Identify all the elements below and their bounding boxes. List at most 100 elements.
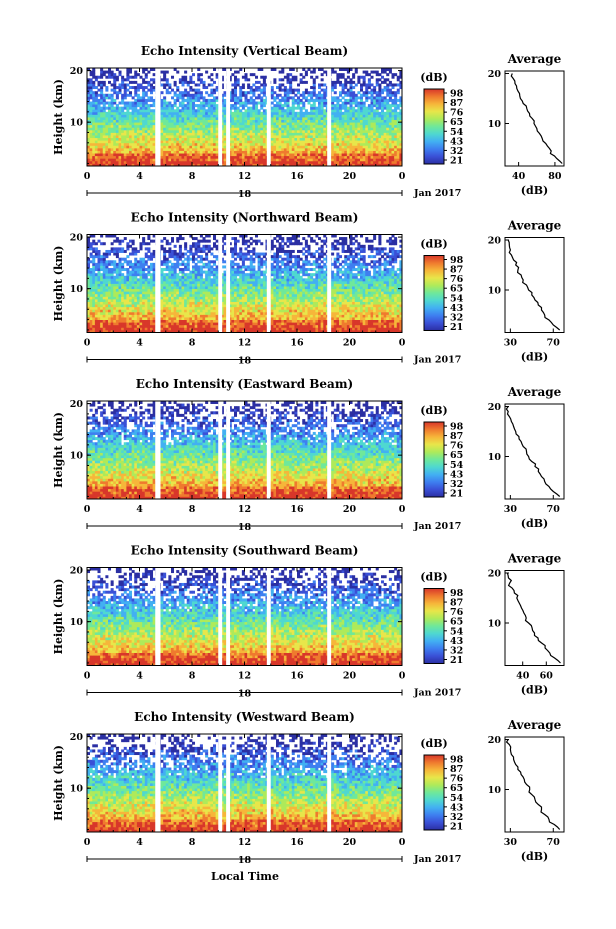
- heatmap-cell: [92, 324, 96, 328]
- heatmap-cell: [139, 137, 143, 141]
- heatmap-cell: [370, 124, 374, 128]
- heatmap-cell: [168, 117, 172, 120]
- heatmap-cell: [289, 109, 293, 113]
- heatmap-cell: [152, 150, 156, 154]
- heatmap-cell: [241, 150, 245, 154]
- heatmap-cell: [168, 163, 172, 167]
- heatmap-cell: [257, 158, 261, 162]
- heatmap-cell: [394, 137, 398, 141]
- heatmap-cell: [113, 150, 117, 154]
- heatmap-cell: [234, 98, 238, 102]
- heatmap-cell: [286, 122, 290, 126]
- heatmap-cell: [202, 324, 206, 328]
- heatmap-cell: [299, 317, 303, 321]
- heatmap-cell: [257, 319, 261, 323]
- heatmap-cell: [239, 119, 243, 123]
- heatmap-cell: [352, 317, 356, 321]
- heatmap-cell: [234, 140, 238, 144]
- heatmap-cell: [299, 106, 303, 110]
- heatmap-cell: [234, 111, 238, 115]
- heatmap-cell: [189, 101, 193, 105]
- heatmap-cell: [102, 306, 106, 310]
- heatmap-cell: [262, 314, 266, 318]
- heatmap-cell: [142, 155, 146, 159]
- heatmap-cell: [239, 86, 243, 90]
- heatmap-cell: [110, 153, 114, 157]
- heatmap-cell: [213, 101, 217, 105]
- heatmap-cell: [299, 329, 303, 333]
- heatmap-cell: [375, 73, 379, 77]
- heatmap-cell: [344, 140, 348, 144]
- heatmap-cell: [144, 309, 148, 313]
- heatmap-cell: [118, 135, 122, 139]
- heatmap-cell: [318, 119, 322, 123]
- heatmap-cell: [202, 127, 206, 131]
- heatmap-cell: [92, 137, 96, 141]
- heatmap-cell: [186, 145, 190, 149]
- heatmap-cell: [286, 96, 290, 100]
- heatmap-cell: [318, 114, 322, 118]
- heatmap-cell: [189, 140, 193, 144]
- heatmap-cell: [244, 155, 248, 159]
- heatmap-cell: [144, 163, 148, 167]
- heatmap-cell: [354, 104, 358, 108]
- heatmap-cell: [349, 145, 353, 149]
- heatmap-cell: [152, 114, 156, 118]
- heatmap-cell: [199, 147, 203, 151]
- heatmap-cell: [123, 150, 127, 154]
- heatmap-cell: [189, 114, 193, 118]
- heatmap-cell: [255, 106, 259, 110]
- heatmap-cell: [136, 129, 140, 133]
- heatmap-cell: [270, 111, 274, 115]
- heatmap-cell: [262, 324, 266, 328]
- heatmap-cell: [210, 104, 214, 108]
- heatmap-cell: [220, 101, 224, 105]
- heatmap-cell: [247, 163, 251, 167]
- heatmap-cell: [294, 317, 298, 321]
- heatmap-cell: [370, 311, 374, 315]
- heatmap-cell: [202, 327, 206, 331]
- heatmap-cell: [341, 150, 345, 154]
- heatmap-cell: [289, 158, 293, 162]
- heatmap-cell: [165, 122, 169, 126]
- heatmap-cell: [255, 324, 259, 328]
- heatmap-cell: [189, 106, 193, 110]
- heatmap-cell: [370, 101, 374, 105]
- heatmap-cell: [262, 91, 266, 95]
- heatmap-cell: [244, 122, 248, 126]
- heatmap-cell: [375, 109, 379, 113]
- y-axis-label: Height (km): [52, 79, 65, 155]
- heatmap-cell: [276, 329, 280, 333]
- heatmap-cell: [136, 329, 140, 333]
- heatmap-cell: [286, 319, 290, 323]
- heatmap-cell: [136, 88, 140, 92]
- heatmap-cell: [239, 124, 243, 128]
- heatmap-cell: [341, 140, 345, 144]
- heatmap-cell: [276, 150, 280, 154]
- heatmap-cell: [108, 309, 112, 313]
- heatmap-cell: [260, 88, 264, 92]
- heatmap-cell: [178, 309, 182, 313]
- heatmap-cell: [205, 104, 209, 108]
- heatmap-cell: [257, 80, 261, 84]
- heatmap-cell: [113, 309, 117, 313]
- heatmap-cell: [134, 150, 138, 154]
- heatmap-cell: [281, 140, 285, 144]
- heatmap-cell: [294, 132, 298, 136]
- heatmap-cell: [231, 317, 235, 321]
- heatmap-cell: [115, 324, 119, 328]
- heatmap-cell: [383, 106, 387, 110]
- heatmap-cell: [197, 329, 201, 333]
- heatmap-cell: [173, 329, 177, 333]
- heatmap-cell: [210, 311, 214, 315]
- heatmap-cell: [115, 150, 119, 154]
- heatmap-cell: [181, 135, 185, 139]
- heatmap-cell: [220, 160, 224, 164]
- heatmap-cell: [199, 78, 203, 82]
- heatmap-cell: [315, 111, 319, 115]
- heatmap-cell: [388, 80, 392, 84]
- heatmap-cell: [315, 129, 319, 133]
- heatmap-cell: [336, 117, 340, 120]
- heatmap-cell: [94, 98, 98, 102]
- heatmap-cell: [354, 137, 358, 141]
